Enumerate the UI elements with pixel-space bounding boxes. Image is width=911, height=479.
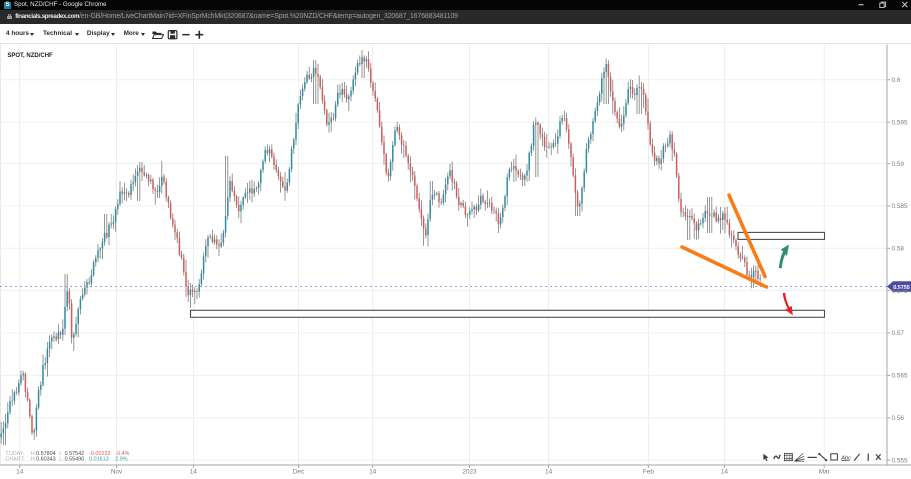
svg-text:0.5755: 0.5755 [893, 285, 910, 291]
svg-text:0.01613: 0.01613 [89, 457, 109, 463]
svg-text:0.59: 0.59 [892, 161, 905, 168]
svg-text:0.595: 0.595 [892, 119, 908, 126]
svg-text:Mar: Mar [819, 469, 831, 476]
svg-text:0.55490: 0.55490 [65, 457, 85, 463]
svg-text:L:: L: [59, 451, 64, 457]
svg-text:-0.4%: -0.4% [115, 451, 129, 457]
svg-text:0.58: 0.58 [892, 246, 905, 253]
svg-text:14: 14 [369, 469, 377, 476]
svg-text:0.555: 0.555 [892, 457, 908, 464]
svg-text:SPOT, NZD/CHF: SPOT, NZD/CHF [7, 53, 53, 59]
svg-text:H:: H: [31, 457, 36, 463]
svg-text:0.565: 0.565 [892, 373, 908, 380]
svg-text:0.6: 0.6 [892, 77, 901, 84]
svg-text:Feb: Feb [643, 469, 654, 476]
svg-text:0.575: 0.575 [892, 288, 908, 295]
svg-text:0.57: 0.57 [892, 330, 905, 337]
svg-text:CHART:: CHART: [5, 457, 24, 463]
svg-text:0.60343: 0.60343 [36, 457, 56, 463]
svg-text:2.9%: 2.9% [115, 457, 127, 463]
svg-text:0.57542: 0.57542 [65, 451, 85, 457]
svg-text:0.57804: 0.57804 [36, 451, 56, 457]
svg-text:14: 14 [545, 469, 553, 476]
svg-text:Abc: Abc [840, 455, 851, 461]
svg-text:14: 14 [721, 469, 729, 476]
svg-text:0.585: 0.585 [892, 203, 908, 210]
svg-text:L:: L: [59, 457, 64, 463]
svg-text:0.56: 0.56 [892, 415, 905, 422]
svg-text:2023: 2023 [462, 469, 477, 476]
svg-text:Nov: Nov [111, 469, 123, 476]
svg-text:H:: H: [31, 451, 36, 457]
svg-text:Dec: Dec [293, 469, 305, 476]
svg-text:14: 14 [16, 469, 24, 476]
svg-text:14: 14 [190, 469, 198, 476]
svg-text:TODAY:: TODAY: [5, 451, 24, 457]
svg-text:-0.00222: -0.00222 [89, 451, 110, 457]
